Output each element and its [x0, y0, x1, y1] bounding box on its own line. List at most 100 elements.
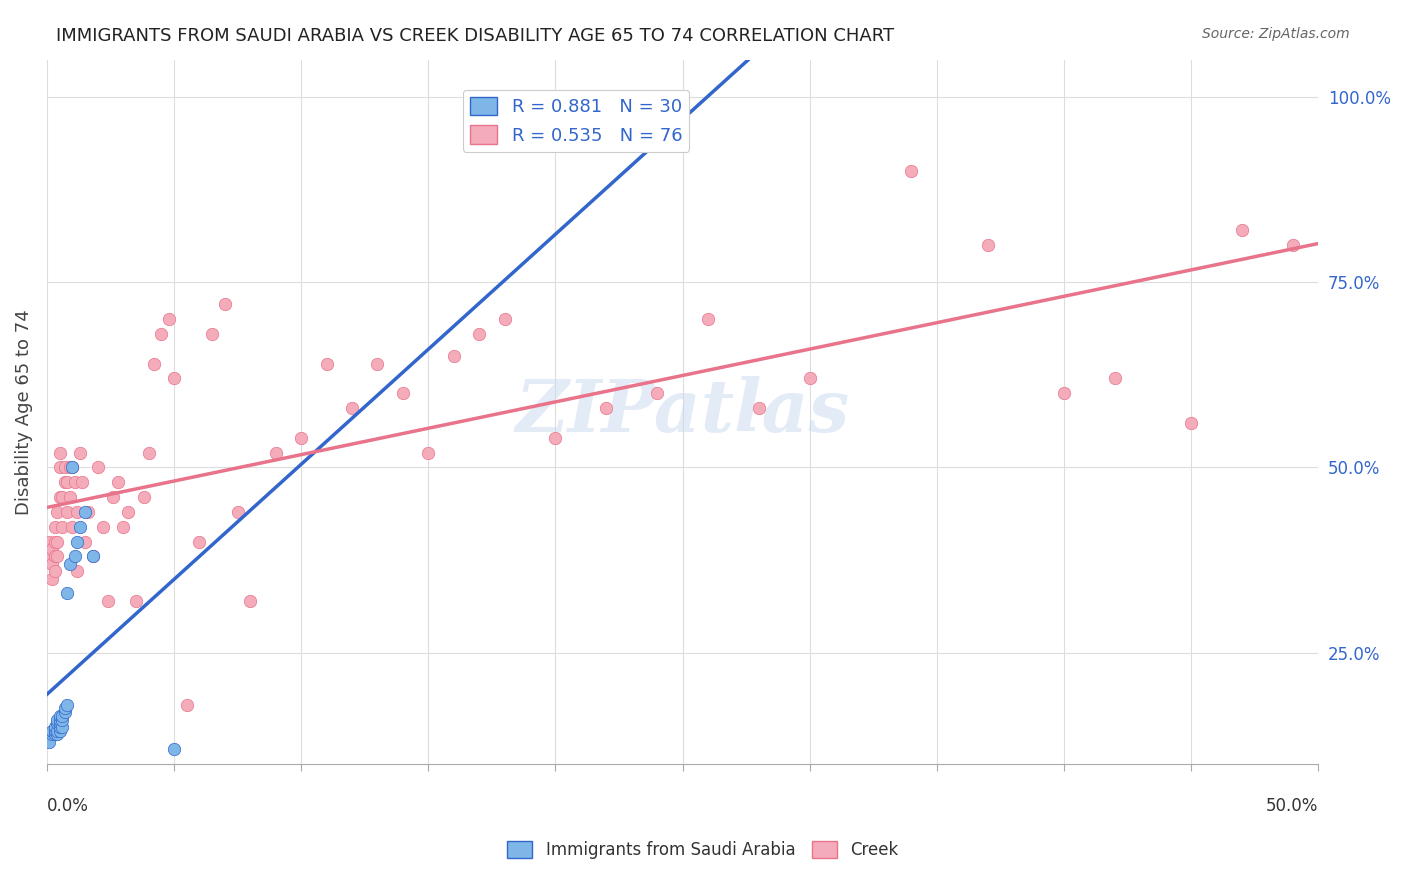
Point — [56, 586, 79, 600]
Point — [44, 723, 66, 738]
Point — [44, 727, 66, 741]
Point — [44, 720, 66, 734]
Point — [226, 505, 249, 519]
Point — [142, 357, 165, 371]
Point — [48, 490, 70, 504]
Point — [101, 490, 124, 504]
Point — [73, 534, 96, 549]
Legend: R = 0.881   N = 30, R = 0.535   N = 76: R = 0.881 N = 30, R = 0.535 N = 76 — [463, 90, 689, 152]
Point — [188, 534, 211, 549]
Point — [51, 720, 73, 734]
Point — [468, 326, 491, 341]
Point — [60, 460, 83, 475]
Point — [1053, 386, 1076, 401]
Point — [73, 505, 96, 519]
Point — [48, 723, 70, 738]
Point — [53, 701, 76, 715]
Point — [46, 534, 69, 549]
Text: ZIPatlas: ZIPatlas — [516, 376, 849, 447]
Point — [163, 742, 186, 756]
Point — [132, 490, 155, 504]
Point — [46, 723, 69, 738]
Point — [38, 549, 60, 564]
Point — [66, 534, 89, 549]
Point — [59, 490, 82, 504]
Point — [340, 401, 363, 416]
Point — [443, 349, 465, 363]
Point — [51, 490, 73, 504]
Point — [87, 460, 110, 475]
Point — [1180, 416, 1202, 430]
Text: 50.0%: 50.0% — [1265, 797, 1319, 815]
Point — [544, 431, 567, 445]
Point — [150, 326, 173, 341]
Point — [315, 357, 337, 371]
Point — [66, 564, 89, 578]
Point — [48, 720, 70, 734]
Point — [82, 549, 104, 564]
Point — [125, 594, 148, 608]
Point — [59, 460, 82, 475]
Legend: Immigrants from Saudi Arabia, Creek: Immigrants from Saudi Arabia, Creek — [501, 834, 905, 866]
Point — [41, 723, 63, 738]
Point — [59, 557, 82, 571]
Point — [44, 564, 66, 578]
Point — [163, 371, 186, 385]
Point — [112, 520, 135, 534]
Point — [392, 386, 415, 401]
Y-axis label: Disability Age 65 to 74: Disability Age 65 to 74 — [15, 309, 32, 515]
Point — [66, 505, 89, 519]
Point — [51, 708, 73, 723]
Point — [44, 549, 66, 564]
Point — [366, 357, 388, 371]
Point — [900, 164, 922, 178]
Point — [63, 475, 86, 490]
Point — [56, 505, 79, 519]
Point — [48, 713, 70, 727]
Point — [41, 541, 63, 556]
Point — [46, 549, 69, 564]
Text: Source: ZipAtlas.com: Source: ZipAtlas.com — [1202, 27, 1350, 41]
Point — [645, 386, 668, 401]
Point — [38, 735, 60, 749]
Point — [97, 594, 120, 608]
Point — [44, 534, 66, 549]
Point — [1230, 223, 1253, 237]
Point — [214, 297, 236, 311]
Point — [799, 371, 821, 385]
Point — [41, 557, 63, 571]
Point — [60, 520, 83, 534]
Point — [46, 505, 69, 519]
Point — [72, 475, 94, 490]
Point — [290, 431, 312, 445]
Point — [44, 520, 66, 534]
Point — [107, 475, 129, 490]
Point — [201, 326, 224, 341]
Point — [48, 460, 70, 475]
Point — [46, 727, 69, 741]
Point — [697, 312, 720, 326]
Point — [46, 713, 69, 727]
Point — [239, 594, 262, 608]
Point — [76, 505, 98, 519]
Point — [418, 445, 440, 459]
Point — [56, 698, 79, 712]
Point — [53, 475, 76, 490]
Point — [56, 475, 79, 490]
Text: 0.0%: 0.0% — [46, 797, 89, 815]
Point — [977, 238, 1000, 252]
Point — [82, 549, 104, 564]
Point — [53, 705, 76, 719]
Point — [1104, 371, 1126, 385]
Point — [117, 505, 139, 519]
Point — [91, 520, 114, 534]
Point — [51, 520, 73, 534]
Point — [48, 716, 70, 731]
Point — [69, 445, 91, 459]
Point — [595, 401, 617, 416]
Point — [176, 698, 198, 712]
Point — [41, 572, 63, 586]
Point — [264, 445, 287, 459]
Point — [63, 549, 86, 564]
Point — [1282, 238, 1305, 252]
